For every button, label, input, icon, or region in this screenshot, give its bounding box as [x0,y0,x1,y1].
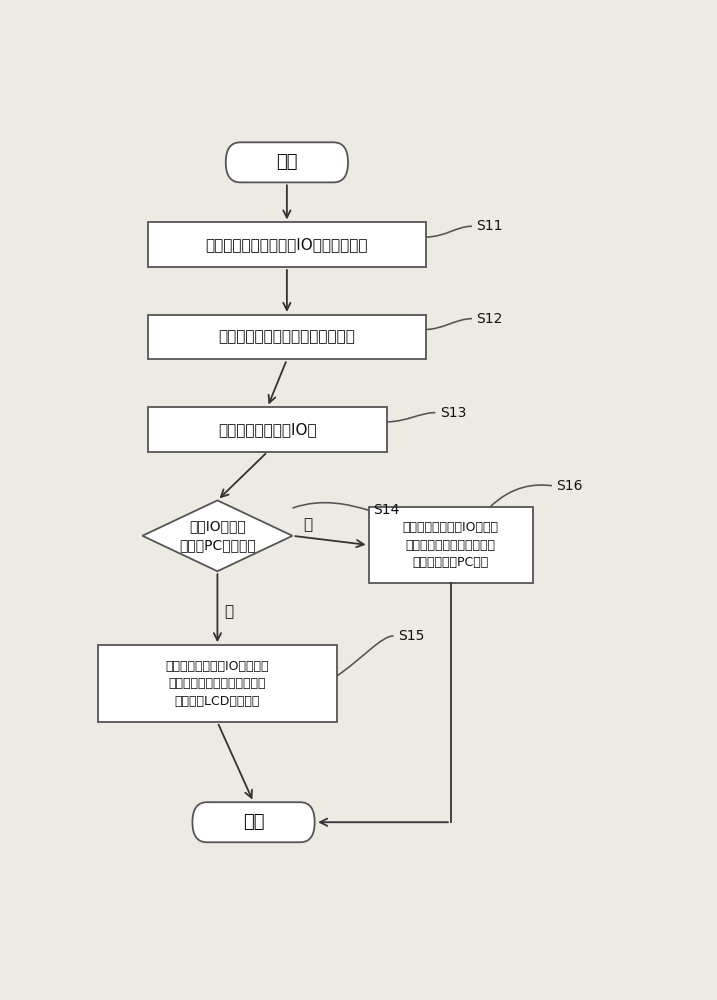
Text: 将测试结果存放至IO口所对
应的寄存器中，并将所述测
试结果传递至PC机上: 将测试结果存放至IO口所对 应的寄存器中，并将所述测 试结果传递至PC机上 [403,521,499,569]
FancyBboxPatch shape [226,142,348,182]
Text: 开始: 开始 [276,153,298,171]
Text: 设置内部寄存器与所述IO口的对应关系: 设置内部寄存器与所述IO口的对应关系 [206,237,368,252]
Text: 是: 是 [224,604,233,619]
Text: S16: S16 [556,479,583,493]
Text: S13: S13 [440,406,466,420]
Text: S11: S11 [476,219,503,233]
Bar [369,507,533,583]
Text: S14: S14 [373,503,399,517]
Bar [148,222,426,267]
Text: 判断IO口是否
能够与PC进行通信: 判断IO口是否 能够与PC进行通信 [179,519,256,552]
Text: S12: S12 [476,312,502,326]
FancyBboxPatch shape [192,802,315,842]
Bar [148,315,426,359]
Text: S15: S15 [398,629,424,643]
Text: 结束: 结束 [243,813,265,831]
Text: 将测试结果存放至IO口所对应
的寄存器中，并将所述测试结
果传递至LCD上并显示: 将测试结果存放至IO口所对应 的寄存器中，并将所述测试结 果传递至LCD上并显示 [166,660,269,708]
Polygon shape [143,500,293,571]
Bar [98,645,337,722]
Text: 初始化所有的所述IO口: 初始化所有的所述IO口 [218,422,317,437]
Bar [148,407,387,452]
Text: 按照所述对应关系分配所述寄存器: 按照所述对应关系分配所述寄存器 [219,330,356,345]
Text: 否: 否 [303,518,313,533]
